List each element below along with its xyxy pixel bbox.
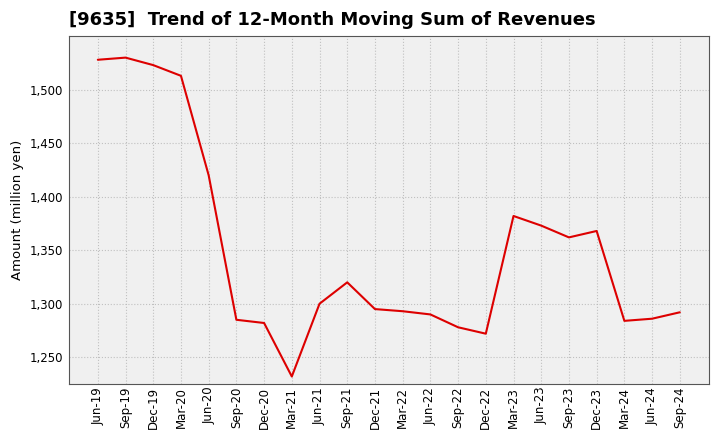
Text: [9635]  Trend of 12-Month Moving Sum of Revenues: [9635] Trend of 12-Month Moving Sum of R…: [68, 11, 595, 29]
Y-axis label: Amount (million yen): Amount (million yen): [11, 140, 24, 280]
